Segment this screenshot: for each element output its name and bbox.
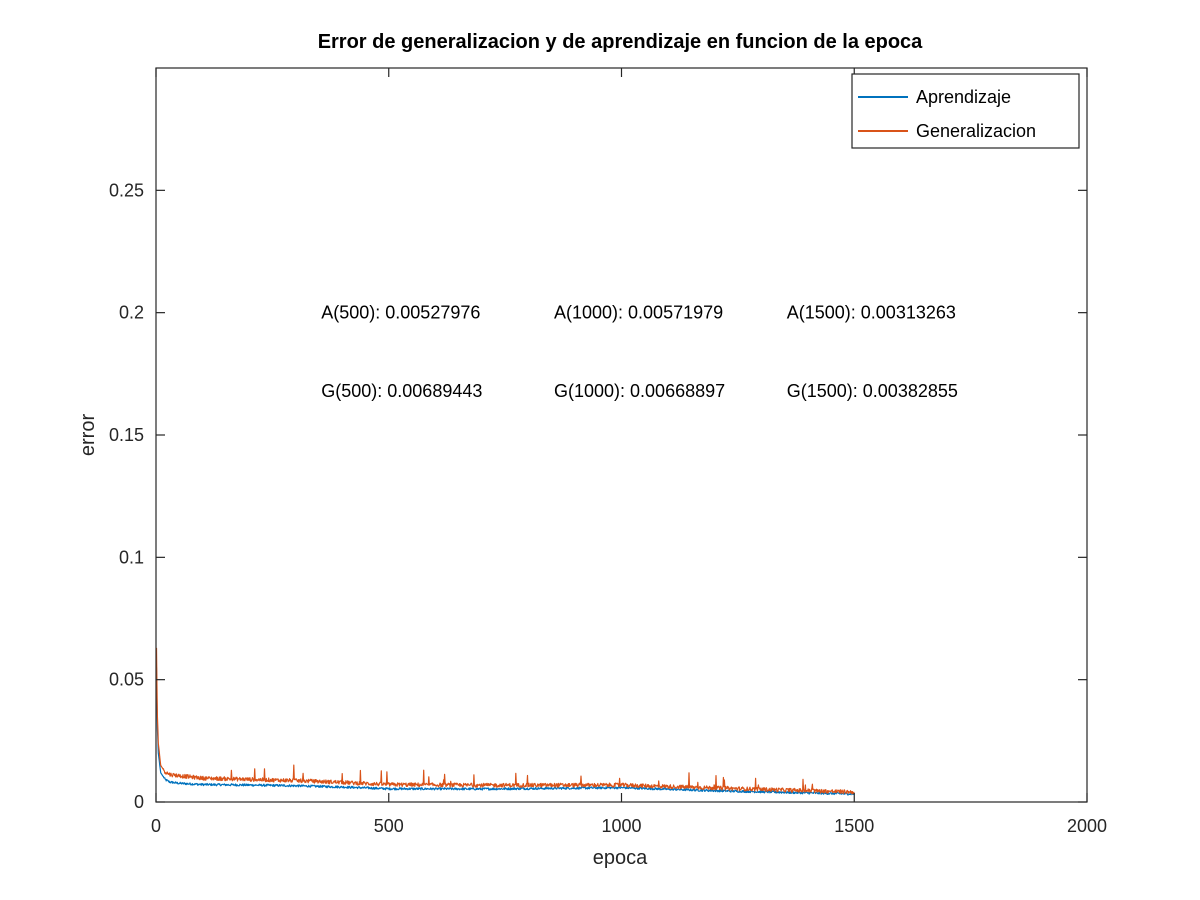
annotation-text: G(500): 0.00689443 (321, 381, 482, 401)
series-line-aprendizaje (155, 667, 855, 796)
y-tick-label: 0.1 (119, 547, 144, 567)
annotation-text: A(1000): 0.00571979 (554, 303, 723, 323)
axes-box (155, 67, 1088, 803)
annotation-text: A(1500): 0.00313263 (787, 303, 956, 323)
annotation-text: A(500): 0.00527976 (321, 303, 480, 323)
legend-box (851, 73, 1080, 149)
legend-label: Aprendizaje (916, 87, 1011, 107)
legend-label: Generalizacion (916, 121, 1036, 141)
y-tick-label: 0.2 (119, 303, 144, 323)
y-tick-label: 0.25 (109, 180, 144, 200)
x-tick-label: 1500 (834, 816, 874, 836)
x-tick-label: 500 (374, 816, 404, 836)
y-tick-label: 0 (134, 792, 144, 812)
annotations-layer: A(500): 0.00527976 A(1000): 0.00571979 A(1… (321, 303, 958, 401)
x-tick-label: 0 (151, 816, 161, 836)
ticks-layer: 0 500 1000 1500 2000 0 0.05 0.1 0.15 0.2 0.25 (109, 68, 1107, 836)
legend: Aprendizaje Generalizacion (851, 73, 1080, 149)
annotation-text: G(1000): 0.00668897 (554, 381, 725, 401)
annotation-text: G(1500): 0.00382855 (787, 381, 958, 401)
x-axis-label: epoca (593, 847, 648, 869)
x-tick-label: 1000 (601, 816, 641, 836)
chart-title: Error de generalizacion y de aprendizaje… (318, 31, 923, 53)
x-tick-label: 2000 (1067, 816, 1107, 836)
y-axis-label: error (77, 414, 99, 457)
y-tick-label: 0.15 (109, 425, 144, 445)
series-layer (155, 647, 855, 796)
y-tick-label: 0.05 (109, 670, 144, 690)
series-line-generalizacion (155, 647, 855, 795)
